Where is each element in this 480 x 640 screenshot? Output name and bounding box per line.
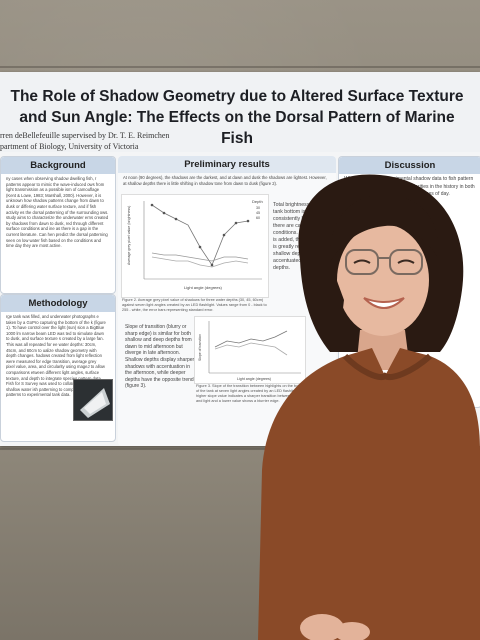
tank-photo-image <box>74 380 112 420</box>
methodology-text: rge tank was filled, and underwater phot… <box>6 314 106 398</box>
author-line: rren deBellefeuille supervised by Dr. T.… <box>0 131 170 140</box>
hair-right-curls <box>428 258 448 350</box>
results-intro: At noon (90 degrees), the shadows are th… <box>123 175 327 186</box>
methodology-heading: Methodology <box>1 295 115 312</box>
poster-header: The Role of Shadow Geometry due to Alter… <box>0 72 480 152</box>
fig2-legend-30: 30 <box>256 206 260 210</box>
figure-2-caption: Figure 2. Average grey pixel value of sh… <box>122 298 267 312</box>
right-eye <box>397 259 415 264</box>
fig3-ylabel: Slope of transition <box>198 334 202 361</box>
glasses-left-lens <box>345 249 379 275</box>
fig3-xlabel: Light angle (degrees) <box>237 377 271 381</box>
hair-left-curls <box>323 262 344 350</box>
background-text: ny cases when observing shadow dwelling … <box>6 176 109 249</box>
wall-seam-lower <box>0 448 480 450</box>
results-heading: Preliminary results <box>118 156 336 173</box>
right-hand <box>334 622 370 640</box>
department-line: partment of Biology, University of Victo… <box>0 142 139 151</box>
figure-2-plot: Light angle (degrees) Average grey pixel… <box>127 199 263 290</box>
fig2-legend-45: 45 <box>256 211 260 215</box>
background-panel: Background ny cases when observing shado… <box>0 156 116 294</box>
figure-3-caption: Figure 3. Slope of the transition betwee… <box>196 384 306 403</box>
wall-seam <box>0 66 480 68</box>
research-poster: The Role of Shadow Geometry due to Alter… <box>0 72 480 446</box>
fig2-legend-title: Depth <box>252 199 263 204</box>
figure-3-chart: Light angle (degrees) Slope of transitio… <box>194 316 306 384</box>
fig2-xlabel: Light angle (degrees) <box>184 285 222 290</box>
poster-authors: rren deBellefeuille supervised by Dr. T.… <box>0 130 169 152</box>
figure-3-plot: Light angle (degrees) Slope of transitio… <box>198 321 301 381</box>
methodology-panel: Methodology rge tank was filled, and und… <box>0 294 116 442</box>
fig2-legend-60: 60 <box>256 216 260 220</box>
sweater-collar <box>342 353 432 380</box>
discussion-heading: Discussion <box>339 157 480 174</box>
sweater <box>258 348 480 640</box>
fig2-ylabel: Average grey pixel value (brightness) <box>127 206 131 265</box>
tank-photo <box>73 379 113 421</box>
left-eye <box>353 259 371 264</box>
results-slope-text: Slope of transition (blurry or sharp edg… <box>125 324 195 390</box>
face <box>337 224 429 336</box>
glasses-right-lens <box>389 249 423 275</box>
smile <box>363 297 405 309</box>
poster-title: The Role of Shadow Geometry due to Alter… <box>10 88 464 147</box>
figure-2-chart: Light angle (degrees) Average grey pixel… <box>121 194 269 298</box>
background-heading: Background <box>1 157 115 174</box>
left-hand <box>300 614 344 640</box>
hair-fringe <box>329 194 439 262</box>
